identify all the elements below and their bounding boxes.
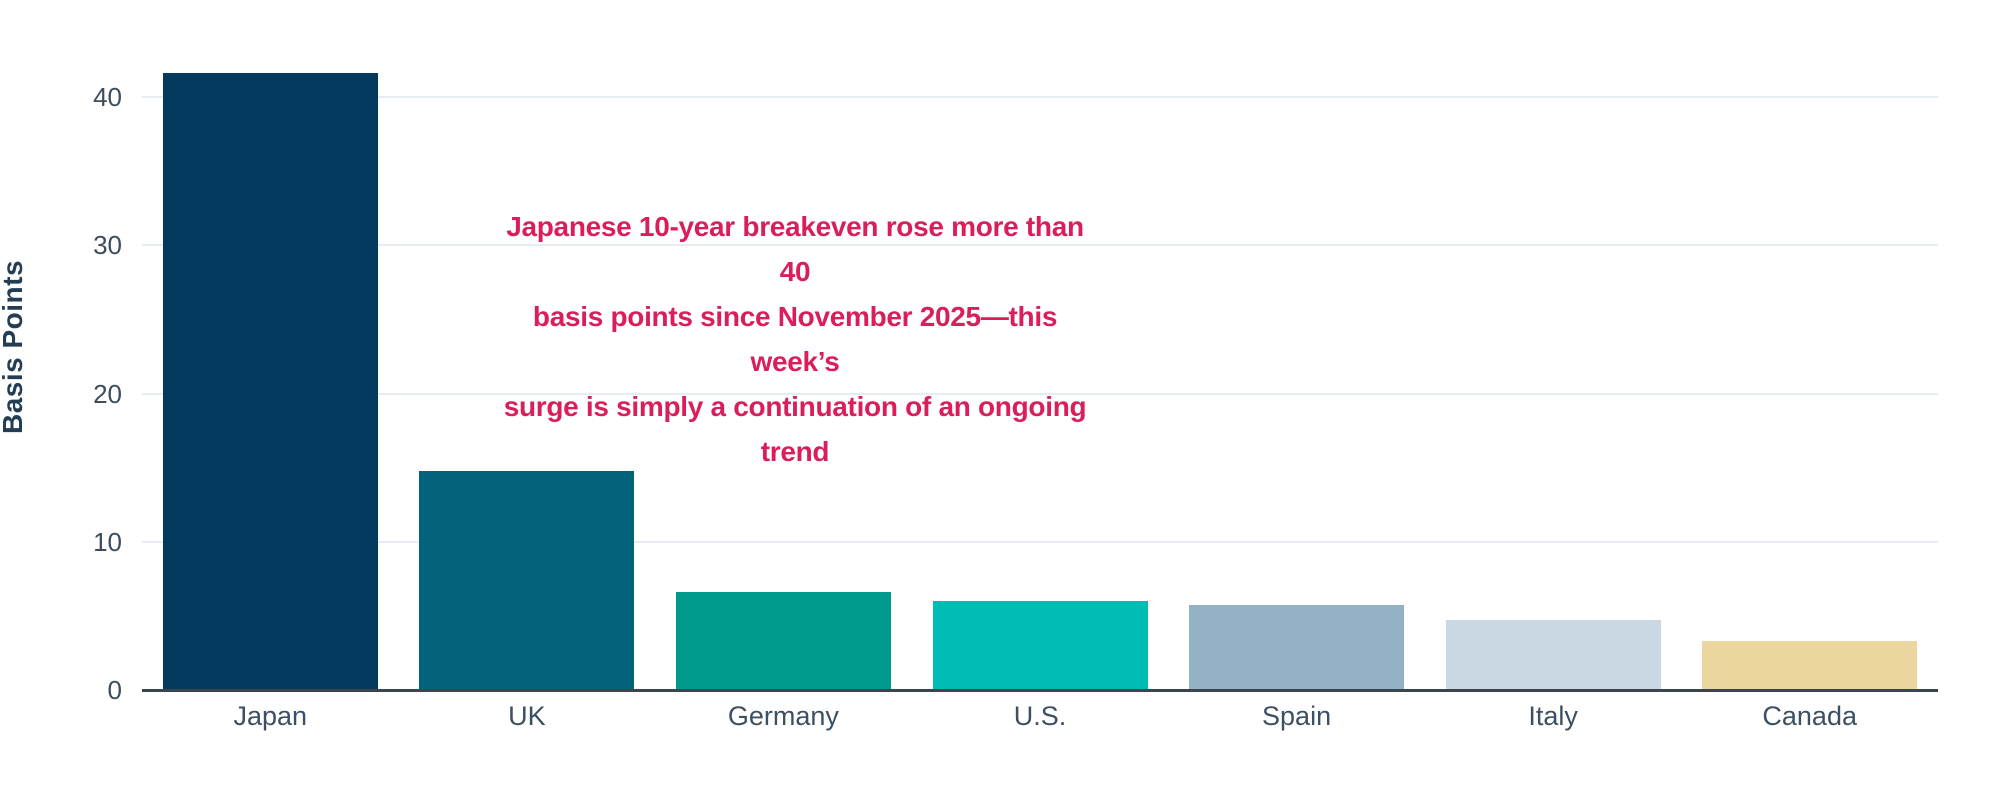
y-tick-30: 30 — [93, 230, 122, 261]
x-label-canada: Canada — [1762, 701, 1857, 731]
gridline-30 — [142, 244, 1938, 247]
x-label-uk: UK — [508, 701, 546, 731]
bar-spain — [1189, 605, 1405, 690]
gridline-40 — [142, 96, 1938, 98]
x-axis-line — [142, 689, 1938, 692]
bar-us — [932, 601, 1148, 690]
bar-italy — [1445, 620, 1661, 690]
y-tick-10: 10 — [93, 526, 122, 557]
bar-canada — [1702, 641, 1918, 690]
x-label-germany: Germany — [727, 701, 839, 731]
bar-uk — [419, 470, 635, 690]
bar-germany — [675, 592, 891, 690]
bar-japan — [162, 73, 378, 690]
x-label-us: U.S. — [1013, 701, 1067, 731]
y-axis-title: Basis Points — [0, 259, 28, 435]
annotation-text: Japanese 10-year breakeven rose more tha… — [503, 211, 1087, 467]
gridline-20 — [142, 392, 1938, 395]
y-tick-20: 20 — [93, 378, 122, 409]
y-tick-0: 0 — [107, 675, 122, 705]
x-label-japan: Japan — [233, 701, 308, 731]
x-label-spain: Spain — [1262, 701, 1332, 731]
y-tick-40: 40 — [93, 82, 122, 112]
x-label-italy: Italy — [1528, 701, 1578, 731]
gridline-10 — [142, 540, 1938, 543]
